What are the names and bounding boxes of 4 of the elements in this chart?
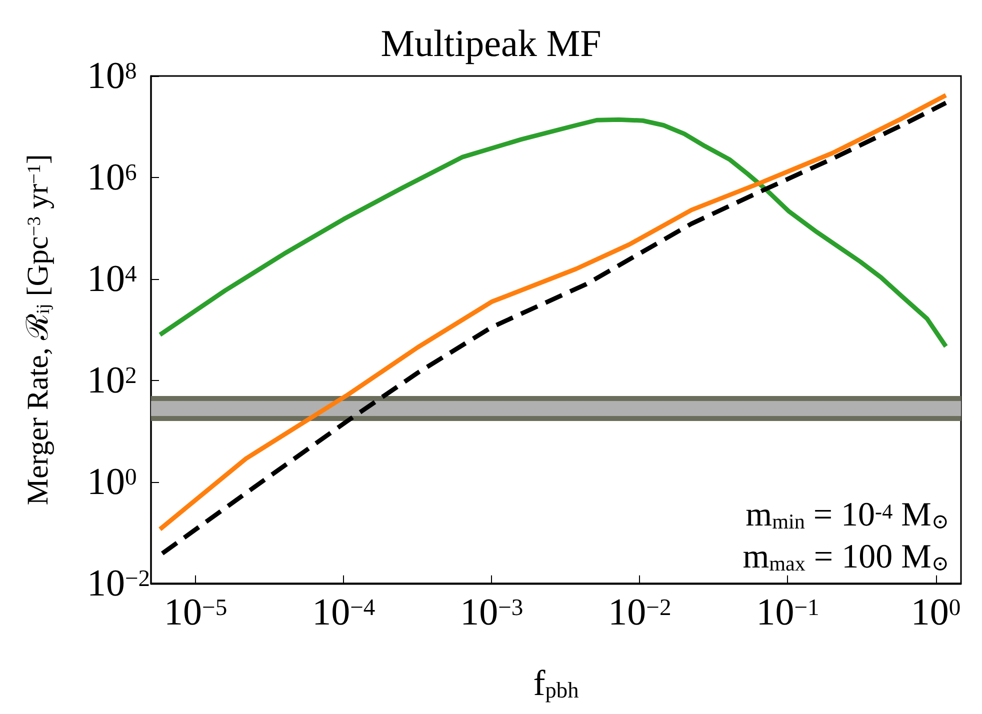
chart-title: Multipeak MF [380,23,602,65]
y-axis-title: Merger Rate, ℛij [Gpc−3 yr−1] [22,154,54,506]
x-axis-title: fpbh [533,663,579,703]
annotation: mmax = 100 M⊙ [742,538,950,576]
